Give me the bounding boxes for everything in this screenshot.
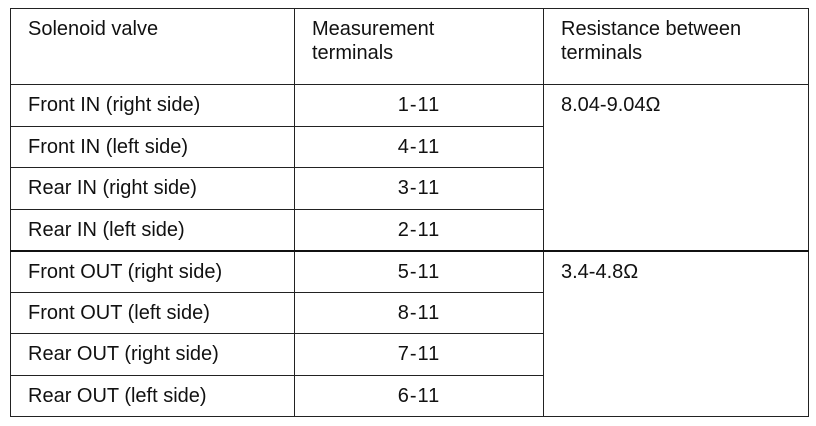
resistance-table: Solenoid valve Measurement terminals Res… [10,8,809,417]
valve-cell: Rear OUT (left side) [10,374,295,417]
table-row: Rear IN (left side) 2-11 [10,208,809,251]
table-row: Rear OUT (right side) 7-11 [10,333,809,376]
table-row: Front OUT (left side) 8-11 [10,291,809,334]
resistance-cell: 3.4-4.8Ω [543,249,809,417]
table-body: Front IN (right side) 1-11 8.04-9.04Ω Front… [10,84,809,417]
table-row: Front IN (right side) 1-11 8.04-9.04Ω [10,84,809,251]
table-row: Rear OUT (left side) 6-11 [10,374,809,417]
terminal-cell: 5-11 [294,249,544,293]
terminal-cell: 3-11 [294,167,544,210]
terminal-cell: 7-11 [294,333,544,376]
terminal-cell: 6-11 [294,374,544,417]
table-row: Rear IN (right side) 3-11 [10,167,809,210]
valve-cell: Front IN (left side) [10,125,295,168]
terminal-cell: 1-11 [294,84,544,127]
table-row: Front IN (left side) 4-11 [10,125,809,168]
valve-cell: Front IN (right side) [10,84,295,127]
valve-cell: Rear IN (right side) [10,167,295,210]
terminal-cell: 2-11 [294,208,544,251]
header-row: Solenoid valve Measurement terminals Res… [10,8,809,85]
header-cell: Solenoid valve [10,8,295,85]
header-cell: Resistance between terminals [543,8,809,85]
table-row: Front OUT (right side) 5-11 3.4-4.8Ω [10,249,809,417]
valve-cell: Rear IN (left side) [10,208,295,251]
valve-cell: Front OUT (right side) [10,249,295,293]
valve-cell: Rear OUT (right side) [10,333,295,376]
resistance-cell: 8.04-9.04Ω [543,84,809,251]
header-cell: Measurement terminals [294,8,544,85]
valve-cell: Front OUT (left side) [10,291,295,334]
terminal-cell: 8-11 [294,291,544,334]
terminal-cell: 4-11 [294,125,544,168]
